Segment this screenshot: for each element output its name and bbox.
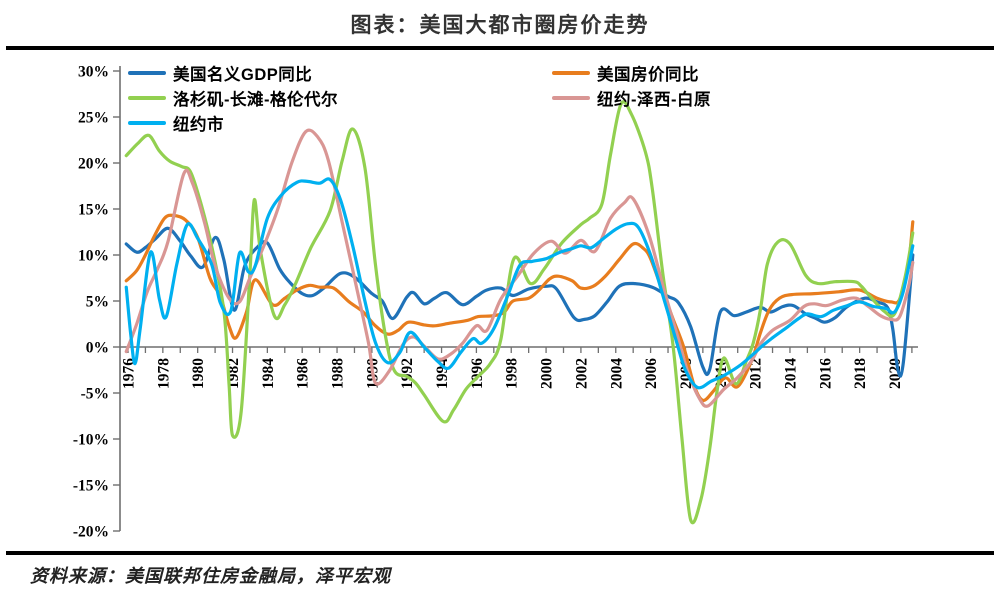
- x-tick-label: 2002: [573, 358, 590, 389]
- legend-label-ny-jersey-white-plains: 纽约-泽西-白原: [597, 91, 711, 109]
- x-tick-label: 1978: [155, 358, 172, 389]
- x-tick-label: 1988: [330, 358, 347, 389]
- x-tick-label: 1984: [260, 358, 277, 389]
- y-tick-label: 0%: [86, 340, 109, 357]
- series-line-1: [124, 213, 915, 403]
- page-title: 图表：美国大都市圈房价走势: [350, 13, 650, 37]
- legend-label-nyc: 纽约市: [173, 116, 224, 134]
- x-tick-label: 2006: [643, 358, 660, 389]
- y-tick-label: -10%: [73, 432, 109, 449]
- legend-item-nyc: 纽约市: [128, 112, 224, 134]
- bottom-divider: [6, 551, 994, 555]
- top-divider: [6, 46, 994, 50]
- x-tick-label: 2018: [852, 358, 869, 389]
- series-line-4: [124, 177, 915, 390]
- x-tick-label: 1976: [121, 358, 138, 389]
- x-tick-label: 1994: [434, 358, 451, 389]
- y-tick-label: 10%: [78, 248, 109, 265]
- x-tick-label: 2004: [608, 358, 625, 389]
- y-tick-label: 20%: [78, 156, 109, 173]
- y-tick-label: 25%: [78, 110, 109, 127]
- y-tick-label: 15%: [78, 202, 109, 219]
- x-tick-label: 2012: [748, 358, 765, 389]
- x-tick-label: 2014: [782, 358, 799, 389]
- legend-item-us-gdp: 美国名义GDP同比: [128, 62, 312, 84]
- y-tick-label: -5%: [81, 386, 109, 403]
- series-line-3: [124, 128, 915, 408]
- legend-item-ny-jersey-white-plains: 纽约-泽西-白原: [552, 87, 711, 109]
- legend-label-us-house-price: 美国房价同比: [597, 66, 699, 84]
- x-tick-label: 2016: [817, 358, 834, 389]
- legend-label-la-long-beach-glendale: 洛杉矶-长滩-格伦代尔: [173, 91, 338, 109]
- legend-item-us-house-price: 美国房价同比: [552, 62, 699, 84]
- legend-label-us-gdp: 美国名义GDP同比: [173, 66, 313, 84]
- source-note: 资料来源：美国联邦住房金融局，泽平宏观: [30, 566, 391, 586]
- x-tick-label: 1992: [399, 358, 416, 389]
- legend-swatch-nyc: [128, 121, 166, 125]
- legend-item-la-long-beach-glendale: 洛杉矶-长滩-格伦代尔: [128, 87, 338, 109]
- y-tick-label: -20%: [73, 524, 109, 541]
- x-tick-label: 2020: [887, 358, 904, 389]
- x-tick-label: 1998: [504, 358, 521, 389]
- y-tick-label: 30%: [78, 64, 109, 81]
- legend-swatch-la-long-beach-glendale: [128, 96, 166, 100]
- y-tick-label: -15%: [73, 478, 109, 495]
- legend-swatch-us-house-price: [552, 71, 590, 75]
- legend-swatch-us-gdp: [128, 71, 166, 75]
- legend-swatch-ny-jersey-white-plains: [552, 96, 590, 100]
- series-line-2: [124, 100, 915, 525]
- x-tick-label: 2000: [539, 358, 556, 389]
- y-tick-label: 5%: [86, 294, 109, 311]
- x-tick-label: 1986: [295, 358, 312, 389]
- x-tick-label: 1980: [190, 358, 207, 389]
